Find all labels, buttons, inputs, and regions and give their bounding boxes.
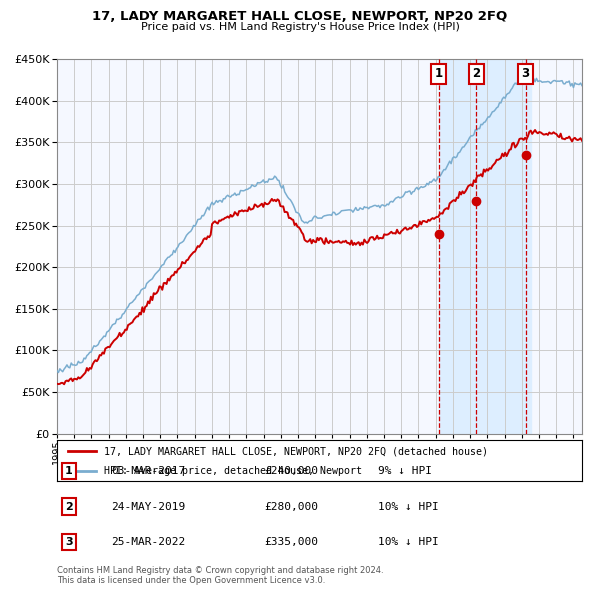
Text: 24-MAY-2019: 24-MAY-2019 bbox=[111, 502, 185, 512]
Text: 17, LADY MARGARET HALL CLOSE, NEWPORT, NP20 2FQ (detached house): 17, LADY MARGARET HALL CLOSE, NEWPORT, N… bbox=[104, 446, 488, 456]
Text: Contains HM Land Registry data © Crown copyright and database right 2024.
This d: Contains HM Land Registry data © Crown c… bbox=[57, 566, 383, 585]
Text: 17, LADY MARGARET HALL CLOSE, NEWPORT, NP20 2FQ: 17, LADY MARGARET HALL CLOSE, NEWPORT, N… bbox=[92, 10, 508, 23]
Text: 2: 2 bbox=[472, 67, 481, 80]
Text: 10% ↓ HPI: 10% ↓ HPI bbox=[378, 502, 439, 512]
Text: 3: 3 bbox=[65, 537, 73, 547]
Text: £280,000: £280,000 bbox=[264, 502, 318, 512]
Text: Price paid vs. HM Land Registry's House Price Index (HPI): Price paid vs. HM Land Registry's House … bbox=[140, 22, 460, 32]
Text: 3: 3 bbox=[521, 67, 530, 80]
Text: 9% ↓ HPI: 9% ↓ HPI bbox=[378, 466, 432, 476]
Text: £240,000: £240,000 bbox=[264, 466, 318, 476]
Text: 1: 1 bbox=[65, 466, 73, 476]
Text: 2: 2 bbox=[65, 502, 73, 512]
Text: £335,000: £335,000 bbox=[264, 537, 318, 547]
Text: 25-MAR-2022: 25-MAR-2022 bbox=[111, 537, 185, 547]
Bar bbox=[439, 59, 531, 434]
Text: 03-MAR-2017: 03-MAR-2017 bbox=[111, 466, 185, 476]
Text: 1: 1 bbox=[434, 67, 443, 80]
Text: HPI: Average price, detached house, Newport: HPI: Average price, detached house, Newp… bbox=[104, 466, 362, 476]
Text: 10% ↓ HPI: 10% ↓ HPI bbox=[378, 537, 439, 547]
